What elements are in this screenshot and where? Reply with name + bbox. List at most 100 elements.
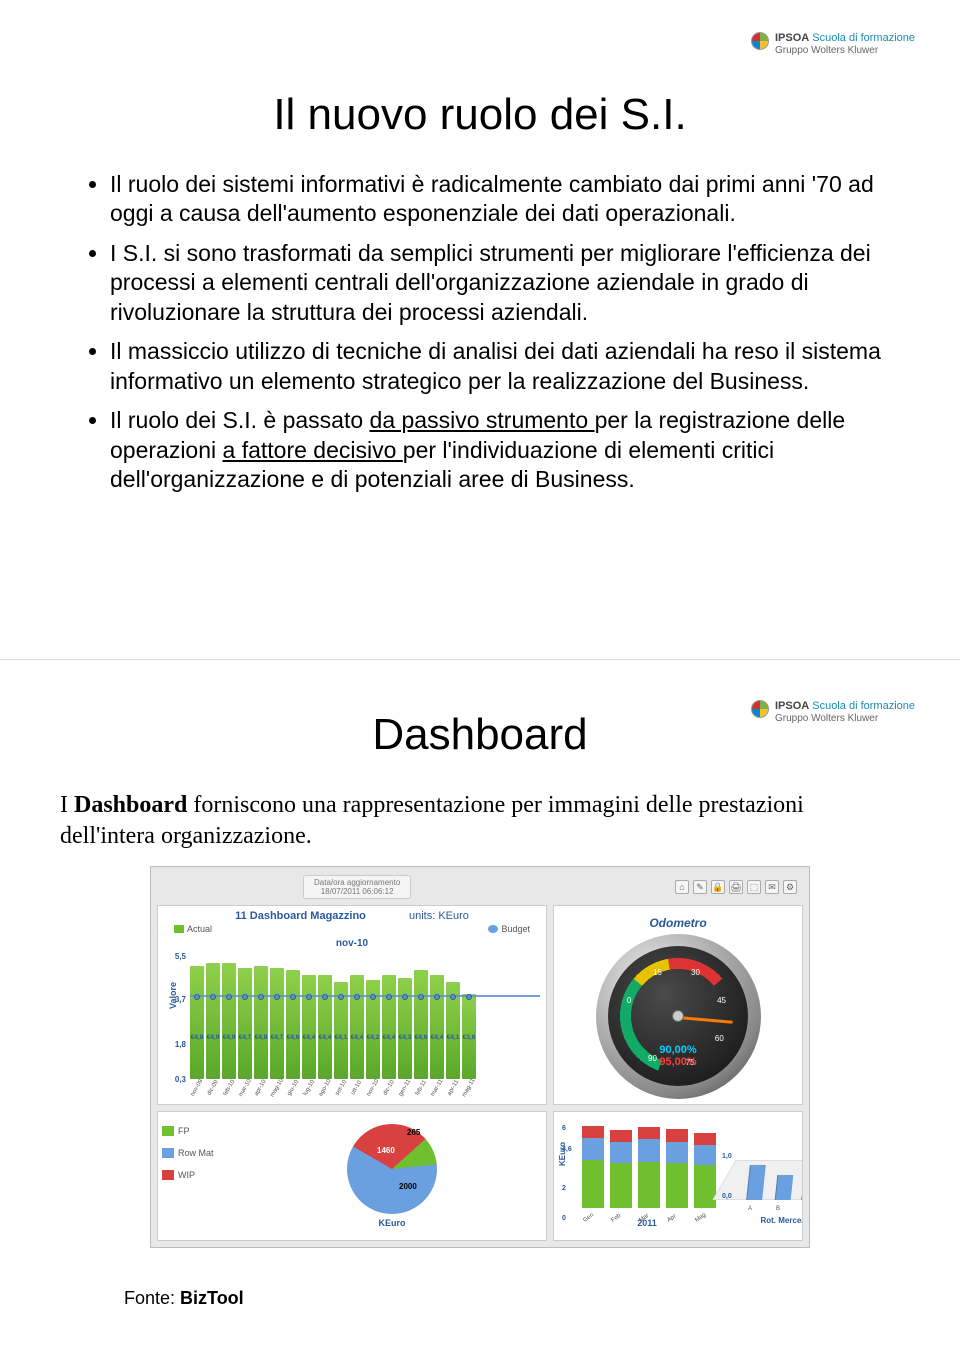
- stacked-bar: [610, 1130, 632, 1208]
- logo-tag: Scuola di formazione: [812, 32, 915, 44]
- budget-marker: [258, 994, 264, 1000]
- bar-value-label: €4,7: [271, 1034, 284, 1041]
- bullet-list: Il ruolo dei sistemi informativi è radic…: [60, 170, 900, 494]
- stacked-ytick: 4,6: [562, 1146, 572, 1153]
- stacked-panel: KEuro 64,620 GenFebMarAprMag 2011 1,00,0…: [553, 1111, 803, 1241]
- gauge-center: [672, 1010, 684, 1022]
- bar-x-label: gen-11: [398, 1079, 412, 1098]
- budget-marker: [450, 994, 456, 1000]
- bar-value-label: €4,3: [399, 1034, 412, 1041]
- budget-marker: [210, 994, 216, 1000]
- pie-legend-label: FP: [178, 1126, 190, 1136]
- bar-value-label: €4,6: [287, 1034, 300, 1041]
- logo-brand: IPSOA: [775, 32, 809, 44]
- logo-block: IPSOA Scuola di formazione Gruppo Wolter…: [751, 32, 915, 57]
- bar-x-label: mar-10: [238, 1079, 253, 1098]
- bar-value-label: €4,8: [255, 1034, 268, 1041]
- mini3d-x-label: B: [776, 1206, 780, 1212]
- gauge-tick: 60: [715, 1034, 724, 1043]
- bar-column: €4,7mag-10: [270, 968, 284, 1091]
- budget-marker: [418, 994, 424, 1000]
- bar-x-label: dic-09: [206, 1080, 219, 1097]
- intro-bold: Dashboard: [74, 792, 187, 818]
- bar-column: €4,4mar-11: [430, 975, 444, 1091]
- pie-legend-label: WIP: [178, 1170, 195, 1180]
- toolbar-icon-1[interactable]: ✎: [693, 880, 707, 894]
- logo-sub: Gruppo Wolters Kluwer: [775, 45, 915, 57]
- budget-marker: [290, 994, 296, 1000]
- bar-value-label: €4,9: [223, 1034, 236, 1041]
- bar-ytick: 5,5: [168, 952, 186, 961]
- budget-marker: [370, 994, 376, 1000]
- stacked-segment: [666, 1163, 688, 1208]
- bar-column: €4,9feb-10: [222, 963, 236, 1091]
- pie-legend-item: FP: [162, 1126, 234, 1136]
- toolbar-icon-6[interactable]: ⚙: [783, 880, 797, 894]
- budget-marker: [434, 994, 440, 1000]
- pie-legend-label: Row Mat: [178, 1148, 214, 1158]
- b4-u2: a fattore decisivo: [223, 437, 403, 463]
- bar-x-label: dic-10: [382, 1080, 395, 1097]
- stacked-ytick: 6: [562, 1125, 566, 1132]
- ipsoa-logo-icon: [751, 700, 769, 718]
- bar-column: €4,4lug-10: [302, 975, 316, 1091]
- budget-marker: [226, 994, 232, 1000]
- dashboard-timestamp: Data/ora aggiornamento 18/07/2011 06:06:…: [303, 875, 411, 899]
- stacked-segment: [694, 1133, 716, 1145]
- gauge-reading-2: 95,00%: [608, 1056, 748, 1068]
- bar-chart-title: 11 Dashboard Magazzino: [235, 910, 366, 922]
- budget-marker: [194, 994, 200, 1000]
- stacked-segment: [666, 1142, 688, 1163]
- bar-x-label: apr-10: [254, 1079, 268, 1097]
- stacked-ytick: 0: [562, 1215, 566, 1222]
- pie-legend-swatch: [162, 1170, 174, 1180]
- intro-pre: I: [60, 792, 74, 818]
- stacked-segment: [610, 1130, 632, 1142]
- bar-value-label: €4,7: [239, 1034, 252, 1041]
- bar-value-label: €4,4: [303, 1034, 316, 1041]
- bar-value-label: €3,6: [463, 1034, 476, 1041]
- bar-x-label: apr-11: [446, 1080, 460, 1098]
- ts-line2: 18/07/2011 06:06:12: [314, 887, 400, 896]
- bar-column: €4,4ago-10: [318, 975, 332, 1091]
- bullet-2: I S.I. si sono trasformati da semplici s…: [110, 239, 900, 327]
- toolbar-icon-2[interactable]: 🔒: [711, 880, 725, 894]
- bar-column: €4,6feb-11: [414, 970, 428, 1091]
- b4-pre: Il ruolo dei S.I. è passato: [110, 407, 370, 433]
- gauge-tick: 45: [717, 996, 726, 1005]
- mini3d-ytick: 0,0: [722, 1193, 732, 1200]
- bar-value-label: €4,4: [351, 1034, 364, 1041]
- stacked-segment: [694, 1145, 716, 1165]
- toolbar-icon-3[interactable]: 🖨: [729, 880, 743, 894]
- dashboard-panel: Data/ora aggiornamento 18/07/2011 06:06:…: [150, 866, 810, 1248]
- bar-x-label: feb-11: [414, 1080, 427, 1097]
- pie-panel: FPRow MatWIP 14602652000 KEuro: [157, 1111, 547, 1241]
- bar-column: €4,4dic-10: [382, 975, 396, 1091]
- stacked-segment: [610, 1142, 632, 1163]
- gauge-panel: Odometro 0153045607590 90,00% 95,00%: [553, 905, 803, 1105]
- toolbar-icon-4[interactable]: ⬚: [747, 880, 761, 894]
- slide-1: IPSOA Scuola di formazione Gruppo Wolter…: [0, 0, 960, 660]
- ts-line1: Data/ora aggiornamento: [314, 878, 400, 887]
- stacked-segment: [582, 1138, 604, 1161]
- intro-text: I Dashboard forniscono una rappresentazi…: [60, 790, 900, 852]
- bar-x-label: set-10: [334, 1080, 348, 1097]
- bar-column: €4,8nov-09: [190, 966, 204, 1092]
- ipsoa-logo-icon: [751, 32, 769, 50]
- mini-3d-chart: 1,00,0ABC: [724, 1132, 803, 1212]
- stacked-segment: [582, 1126, 604, 1138]
- legend-budget: Budget: [501, 924, 530, 934]
- budget-marker: [322, 994, 328, 1000]
- toolbar-icon-5[interactable]: ✉: [765, 880, 779, 894]
- bar-ytick: 0,3: [168, 1075, 186, 1084]
- bar-value-label: €4,4: [431, 1034, 444, 1041]
- gauge: 0153045607590 90,00% 95,00%: [596, 934, 761, 1099]
- bar-column: €4,7mar-10: [238, 968, 252, 1091]
- pie-legend-swatch: [162, 1126, 174, 1136]
- slide1-title: Il nuovo ruolo dei S.I.: [60, 90, 900, 140]
- logo-sub-2: Gruppo Wolters Kluwer: [775, 713, 915, 725]
- bar-value-label: €4,8: [191, 1034, 204, 1041]
- toolbar-icon-0[interactable]: ⌂: [675, 880, 689, 894]
- legend-actual-swatch: [174, 925, 184, 933]
- pie-chart: 14602652000: [347, 1124, 437, 1214]
